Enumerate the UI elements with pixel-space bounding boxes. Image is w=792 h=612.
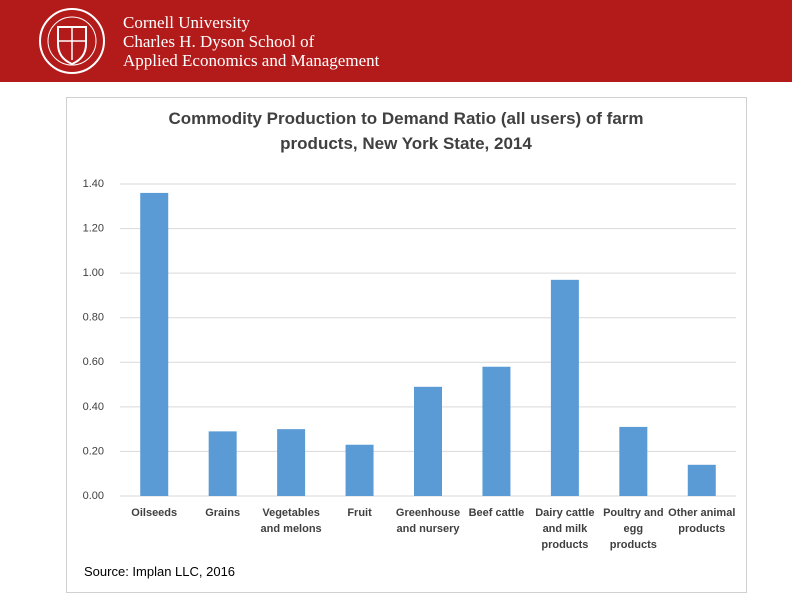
x-tick-label: Oilseeds	[131, 507, 178, 519]
header-band: Cornell University Charles H. Dyson Scho…	[0, 0, 792, 82]
chart-title: Commodity Production to Demand Ratio (al…	[168, 109, 644, 153]
y-tick-label: 0.80	[83, 312, 104, 324]
x-tick-label: Beef cattle	[468, 507, 525, 519]
x-tick-label: Dairy cattle and milk products	[535, 507, 595, 551]
header-line: Applied Economics and Management	[123, 51, 380, 70]
bar	[140, 192, 169, 496]
y-tick-label: 0.60	[83, 356, 104, 368]
bar	[208, 431, 237, 496]
bar	[277, 429, 306, 496]
x-tick-label: Other animal products	[668, 507, 736, 535]
x-tick-label: Grains	[205, 507, 241, 519]
source-note: Source: Implan LLC, 2016	[84, 564, 236, 579]
y-tick-label: 0.00	[83, 490, 104, 502]
header-line: Cornell University	[123, 13, 251, 32]
y-tick-label: 1.00	[83, 267, 104, 279]
x-tick-label: Greenhouse and nursery	[395, 507, 461, 535]
bar	[414, 386, 442, 496]
bar	[482, 366, 511, 496]
bar	[345, 444, 374, 496]
y-tick-label: 0.20	[83, 445, 104, 457]
bar	[619, 426, 648, 496]
x-tick-label: Fruit	[347, 507, 372, 519]
y-tick-label: 1.40	[83, 178, 104, 190]
chart-frame	[66, 97, 747, 593]
x-tick-label: Poultry and egg products	[603, 507, 664, 551]
header-line: Charles H. Dyson School of	[123, 32, 315, 51]
seal	[39, 8, 105, 74]
bar	[687, 464, 716, 496]
y-tick-label: 0.40	[83, 401, 104, 413]
x-tick-label: Vegetables and melons	[260, 507, 322, 535]
y-tick-label: 1.20	[83, 222, 104, 234]
bar	[550, 279, 579, 496]
